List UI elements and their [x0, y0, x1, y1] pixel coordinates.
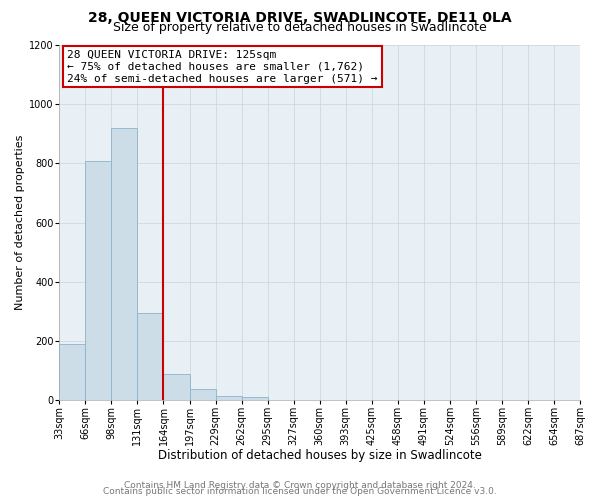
- Bar: [190, 388, 215, 400]
- Y-axis label: Number of detached properties: Number of detached properties: [15, 135, 25, 310]
- Bar: [163, 374, 190, 400]
- Text: 28, QUEEN VICTORIA DRIVE, SWADLINCOTE, DE11 0LA: 28, QUEEN VICTORIA DRIVE, SWADLINCOTE, D…: [88, 11, 512, 25]
- Text: Contains public sector information licensed under the Open Government Licence v3: Contains public sector information licen…: [103, 487, 497, 496]
- Bar: [112, 128, 137, 400]
- Text: Size of property relative to detached houses in Swadlincote: Size of property relative to detached ho…: [113, 21, 487, 34]
- Bar: [137, 313, 163, 400]
- Bar: [85, 160, 112, 400]
- Text: Contains HM Land Registry data © Crown copyright and database right 2024.: Contains HM Land Registry data © Crown c…: [124, 481, 476, 490]
- Bar: [242, 398, 268, 400]
- Bar: [59, 344, 85, 401]
- Bar: [215, 396, 242, 400]
- Text: 28 QUEEN VICTORIA DRIVE: 125sqm
← 75% of detached houses are smaller (1,762)
24%: 28 QUEEN VICTORIA DRIVE: 125sqm ← 75% of…: [67, 50, 377, 84]
- X-axis label: Distribution of detached houses by size in Swadlincote: Distribution of detached houses by size …: [158, 450, 482, 462]
